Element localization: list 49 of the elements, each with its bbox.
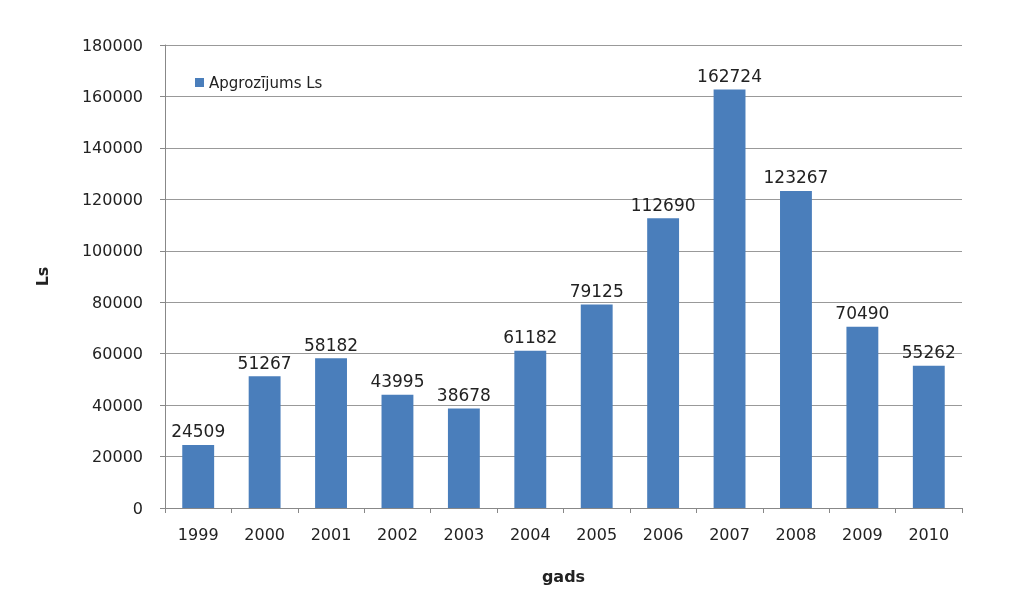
bar: [447, 408, 480, 508]
x-axis-title: gads: [541, 566, 586, 586]
y-tick-label: 20000: [92, 447, 143, 467]
y-tick-label: 120000: [81, 189, 143, 209]
bar: [846, 326, 879, 508]
bar: [315, 358, 347, 508]
x-tick-label: 2004: [509, 524, 551, 544]
bar: [780, 190, 812, 508]
y-tick-label: 0: [132, 498, 143, 518]
x-tick-label: 2006: [642, 524, 684, 544]
data-label: 24509: [171, 421, 226, 442]
data-label: 123267: [763, 167, 829, 188]
x-tick-label: 2007: [709, 524, 750, 544]
x-tick-label: 2005: [576, 524, 618, 544]
y-tick-label: 60000: [92, 344, 143, 364]
bar: [248, 376, 281, 508]
y-tick-label: 80000: [92, 292, 143, 312]
x-tick-label: 2010: [908, 524, 950, 544]
bar: [912, 365, 945, 508]
data-label: 51267: [237, 352, 292, 373]
y-tick-label: 100000: [81, 241, 143, 261]
y-axis-title: Ls: [32, 266, 52, 287]
y-tick-label: 160000: [81, 86, 143, 106]
y-tick-label: 140000: [81, 138, 143, 158]
bar: [381, 394, 414, 508]
data-label: 79125: [569, 280, 624, 301]
data-label: 58182: [303, 334, 359, 355]
bar: [182, 444, 215, 508]
bar: [580, 304, 613, 508]
bar: [713, 89, 746, 508]
y-tick-label: 180000: [81, 35, 143, 55]
bar: [514, 350, 547, 508]
legend-label: Apgrozījums Ls: [209, 73, 323, 92]
data-label: 43995: [370, 371, 425, 392]
data-label: 112690: [630, 194, 696, 215]
data-label: 61182: [503, 327, 558, 348]
data-label: 162724: [697, 65, 762, 86]
data-label: 55262: [901, 342, 956, 363]
x-tick-label: 2009: [842, 524, 883, 544]
x-tick-label: 2003: [443, 524, 485, 544]
x-tick-label: 2008: [775, 524, 817, 544]
x-tick-label: 2000: [244, 524, 285, 544]
x-tick-label: 1999: [177, 524, 219, 544]
bar: [647, 218, 680, 508]
y-tick-label: 40000: [92, 395, 143, 415]
data-label: 70490: [835, 303, 890, 324]
x-tick-label: 2001: [310, 524, 352, 544]
x-tick-label: 2002: [377, 524, 418, 544]
data-label: 38678: [436, 385, 491, 406]
